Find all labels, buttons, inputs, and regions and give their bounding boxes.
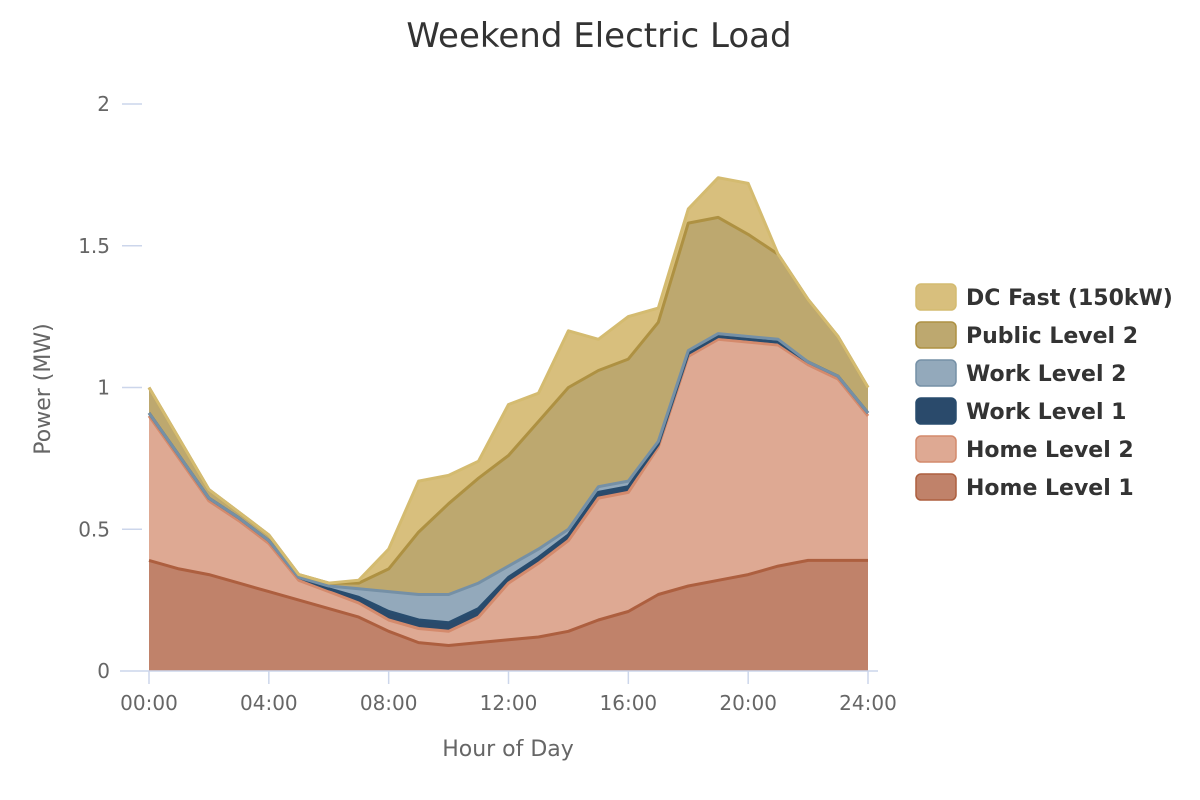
y-tick-label: 1 (97, 376, 110, 400)
y-tick-label: 2 (97, 92, 110, 116)
x-tick-label: 20:00 (719, 691, 777, 715)
legend-label: Work Level 1 (966, 400, 1126, 425)
y-tick-label: 0.5 (78, 517, 110, 541)
x-tick-label: 12:00 (480, 691, 538, 715)
plot-area (149, 177, 868, 671)
y-tick-label: 0 (97, 659, 110, 683)
legend-item-home-level-2[interactable]: Home Level 2 (915, 435, 1134, 463)
legend-label: Home Level 1 (966, 476, 1134, 501)
y-axis-title: Power (MW) (31, 323, 56, 454)
x-tick-label: 04:00 (240, 691, 298, 715)
legend-item-public-level-2[interactable]: Public Level 2 (915, 321, 1138, 349)
legend-item-work-level-1[interactable]: Work Level 1 (915, 397, 1126, 425)
line-work-level-2 (147, 332, 870, 596)
legend-swatch (915, 321, 957, 349)
x-tick-label: 24:00 (839, 691, 897, 715)
line-home-level-1 (148, 558, 868, 647)
legend-item-dc-fast-150kw[interactable]: DC Fast (150kW) (915, 283, 1173, 311)
legend-label: Home Level 2 (966, 438, 1134, 463)
series-lines (147, 176, 870, 647)
x-axis-title: Hour of Day (442, 737, 574, 762)
tick-labels: 0 0.5 1 1.5 2 00:00 04:00 08:00 12:00 16:00 20:00 2… (78, 92, 897, 715)
x-tick-label: 16:00 (600, 691, 658, 715)
legend-swatch (915, 473, 957, 501)
legend-swatch (915, 397, 957, 425)
legend-label: DC Fast (150kW) (966, 286, 1173, 311)
area-home-level-1 (149, 560, 868, 671)
area-home-level-2 (149, 339, 868, 646)
x-tick-label: 00:00 (120, 691, 178, 715)
legend-swatch (915, 283, 957, 311)
legend-label: Work Level 2 (966, 362, 1126, 387)
legend-swatch (915, 359, 957, 387)
line-home-level-2 (147, 337, 870, 633)
chart-title: Weekend Electric Load (406, 16, 791, 56)
legend: DC Fast (150kW) Public Level 2 Work Level … (915, 283, 1173, 501)
legend-swatch (915, 435, 957, 463)
legend-item-work-level-2[interactable]: Work Level 2 (915, 359, 1126, 387)
legend-item-home-level-1[interactable]: Home Level 1 (915, 473, 1134, 501)
y-tick-label: 1.5 (78, 234, 110, 258)
x-tick-label: 08:00 (360, 691, 418, 715)
area-public-level-2 (149, 217, 868, 595)
legend-label: Public Level 2 (966, 324, 1138, 349)
line-dc-fast-150kw (147, 176, 870, 585)
